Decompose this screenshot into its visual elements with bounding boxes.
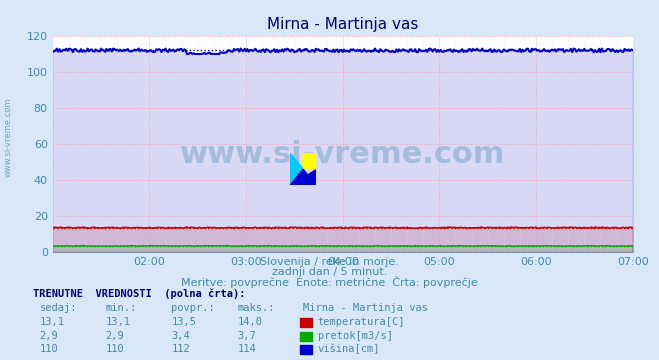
Text: 112: 112 xyxy=(171,345,190,355)
Text: pretok[m3/s]: pretok[m3/s] xyxy=(318,331,393,341)
Text: 2,9: 2,9 xyxy=(105,331,124,341)
Text: 13,1: 13,1 xyxy=(40,317,65,327)
Text: višina[cm]: višina[cm] xyxy=(318,344,380,355)
Text: Meritve: povprečne  Enote: metrične  Črta: povprečje: Meritve: povprečne Enote: metrične Črta:… xyxy=(181,276,478,288)
Text: 14,0: 14,0 xyxy=(237,317,262,327)
Text: maks.:: maks.: xyxy=(237,303,275,314)
Text: 110: 110 xyxy=(105,345,124,355)
Text: 110: 110 xyxy=(40,345,58,355)
Text: 114: 114 xyxy=(237,345,256,355)
Text: Slovenija / reke in morje.: Slovenija / reke in morje. xyxy=(260,257,399,267)
Polygon shape xyxy=(303,153,316,169)
Polygon shape xyxy=(303,153,316,169)
Polygon shape xyxy=(290,153,303,185)
Text: povpr.:: povpr.: xyxy=(171,303,215,314)
Text: zadnji dan / 5 minut.: zadnji dan / 5 minut. xyxy=(272,267,387,278)
Polygon shape xyxy=(290,169,316,185)
Text: www.si-vreme.com: www.si-vreme.com xyxy=(3,97,13,176)
Text: min.:: min.: xyxy=(105,303,136,314)
Text: Mirna - Martinja vas: Mirna - Martinja vas xyxy=(303,303,428,314)
Text: temperatura[C]: temperatura[C] xyxy=(318,317,405,327)
Text: 3,4: 3,4 xyxy=(171,331,190,341)
Text: TRENUTNE  VREDNOSTI  (polna črta):: TRENUTNE VREDNOSTI (polna črta): xyxy=(33,288,245,299)
Title: Mirna - Martinja vas: Mirna - Martinja vas xyxy=(267,17,418,32)
Text: www.si-vreme.com: www.si-vreme.com xyxy=(180,140,505,169)
Text: 2,9: 2,9 xyxy=(40,331,58,341)
Text: 3,7: 3,7 xyxy=(237,331,256,341)
Polygon shape xyxy=(290,153,303,185)
Text: sedaj:: sedaj: xyxy=(40,303,77,314)
Text: 13,1: 13,1 xyxy=(105,317,130,327)
Text: 13,5: 13,5 xyxy=(171,317,196,327)
Polygon shape xyxy=(290,169,316,185)
